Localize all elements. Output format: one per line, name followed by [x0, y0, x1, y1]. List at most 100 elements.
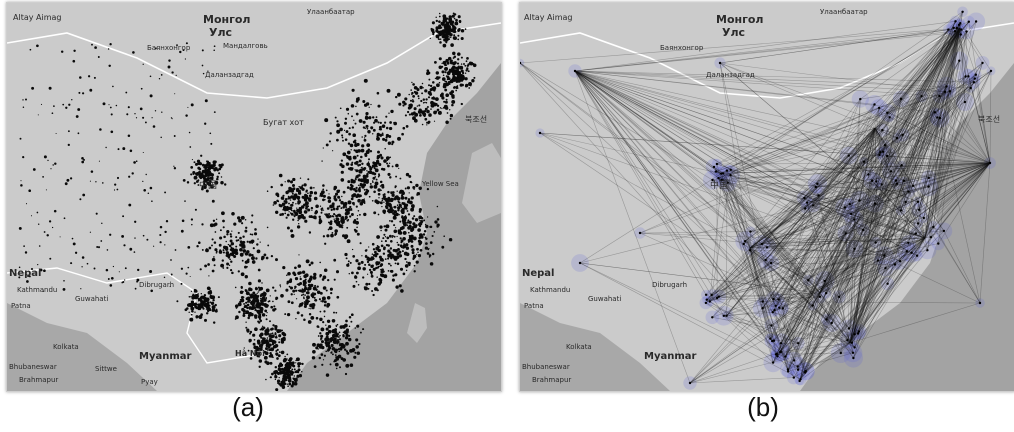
network-edge — [574, 70, 731, 171]
point-marker — [419, 221, 423, 226]
label-bayankhongor: Баянхонгор — [147, 44, 191, 52]
point-marker — [408, 192, 410, 194]
network-edge — [574, 70, 809, 281]
network-edge — [900, 27, 961, 211]
network-edge — [785, 127, 876, 357]
point-marker — [233, 222, 237, 226]
point-marker — [431, 21, 435, 25]
point-marker — [273, 200, 277, 205]
network-edge — [744, 95, 922, 242]
point-marker — [436, 205, 439, 208]
point-marker — [79, 76, 82, 79]
point-marker — [252, 291, 256, 295]
point-marker — [256, 249, 261, 254]
network-node — [688, 381, 692, 385]
network-edge — [874, 127, 919, 202]
point-marker — [391, 193, 395, 197]
network-edge — [806, 202, 851, 344]
point-marker — [412, 236, 417, 241]
network-edge — [908, 186, 929, 192]
point-marker — [322, 359, 325, 361]
network-edge — [782, 27, 961, 309]
network-edge — [939, 117, 981, 304]
point-marker — [96, 246, 99, 248]
point-marker — [429, 84, 433, 88]
point-marker — [438, 81, 441, 84]
network-node — [823, 279, 826, 283]
network-edge — [761, 127, 876, 245]
point-marker — [213, 111, 216, 113]
network-edge — [849, 31, 967, 205]
point-marker — [184, 200, 186, 202]
point-marker — [173, 167, 177, 170]
network-edge — [749, 180, 873, 249]
network-edge — [815, 162, 991, 188]
network-edge — [819, 292, 842, 354]
point-marker — [425, 242, 428, 245]
point-marker — [266, 337, 269, 339]
network-edge — [722, 173, 855, 348]
label-brahmapur: Brahmapur — [532, 376, 571, 384]
network-edge — [718, 249, 928, 297]
network-node — [902, 179, 906, 182]
point-marker — [304, 201, 309, 206]
point-marker — [226, 262, 230, 266]
point-marker — [455, 18, 458, 22]
point-marker — [255, 298, 260, 303]
network-node — [907, 190, 910, 193]
point-marker — [371, 199, 374, 202]
point-marker — [424, 246, 429, 250]
point-marker — [355, 169, 359, 173]
network-edge — [815, 127, 876, 188]
point-marker — [215, 250, 218, 253]
network-edge — [772, 129, 883, 363]
point-marker — [281, 331, 285, 336]
point-marker — [288, 211, 290, 213]
point-marker — [392, 274, 395, 277]
network-edge — [772, 127, 876, 363]
network-node — [771, 361, 775, 364]
network-edge — [848, 29, 949, 156]
point-marker — [280, 340, 285, 344]
network-edge — [720, 173, 850, 329]
point-marker — [281, 202, 286, 207]
point-marker — [240, 285, 243, 289]
point-marker — [129, 247, 133, 251]
point-marker — [382, 137, 386, 141]
network-edge — [722, 173, 821, 294]
point-marker — [380, 244, 384, 248]
label-ulaanbaatar: Улаанбаатар — [307, 8, 355, 16]
point-marker — [401, 225, 405, 230]
network-edge — [915, 226, 934, 234]
network-node — [837, 295, 841, 299]
point-marker — [222, 226, 225, 229]
label-korea: 북조선 — [465, 115, 487, 124]
point-marker — [406, 210, 409, 212]
point-marker — [115, 104, 118, 107]
point-marker — [361, 162, 364, 165]
network-edge — [826, 27, 961, 320]
label-nepal: Nepal — [9, 268, 42, 279]
point-marker — [256, 243, 259, 246]
point-marker — [373, 172, 377, 176]
network-node — [938, 94, 941, 98]
point-marker — [325, 373, 330, 377]
point-marker — [426, 252, 430, 255]
point-marker — [108, 104, 110, 106]
point-marker — [285, 216, 288, 219]
point-marker — [441, 70, 445, 74]
point-marker — [109, 284, 113, 287]
network-edge — [805, 342, 851, 372]
point-marker — [18, 266, 21, 269]
point-marker — [42, 176, 44, 178]
point-marker — [173, 165, 175, 167]
point-marker — [245, 226, 248, 229]
network-node — [959, 33, 962, 36]
network-edge — [574, 70, 929, 179]
mongolia-border — [520, 22, 1014, 99]
point-marker — [299, 277, 302, 281]
point-marker — [384, 138, 388, 142]
point-marker — [309, 215, 313, 219]
point-marker — [114, 183, 117, 186]
network-edge — [749, 250, 789, 372]
